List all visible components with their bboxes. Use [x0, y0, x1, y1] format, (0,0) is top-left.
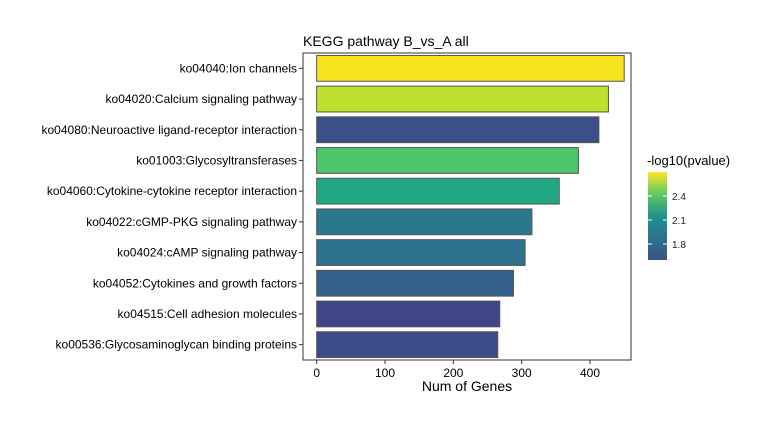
bar-6: [316, 208, 533, 236]
x-axis-title: Num of Genes: [422, 378, 512, 394]
y-tick-label: ko04024:cAMP signaling pathway: [117, 246, 297, 260]
y-tick-label: ko00536:Glycosaminoglycan binding protei…: [56, 338, 297, 352]
y-tick-label: ko04022:cGMP-PKG signaling pathway: [86, 215, 297, 229]
x-tick-label: 100: [375, 366, 395, 380]
y-tick-label: ko04515:Cell adhesion molecules: [118, 307, 297, 321]
y-tick-label: ko04040:Ion channels: [180, 61, 297, 75]
bar-8: [316, 269, 514, 297]
y-tick-label: ko04080:Neuroactive ligand-receptor inte…: [42, 123, 298, 137]
bar-5: [316, 177, 560, 205]
bar-7: [316, 239, 526, 266]
bar-9: [316, 300, 501, 328]
chart-title: KEGG pathway B_vs_A all: [303, 33, 469, 49]
x-axis: 0 100 200 300 400: [313, 360, 600, 380]
y-tick-label: ko04020:Calcium signaling pathway: [106, 92, 297, 106]
y-axis-labels: ko04040:Ion channels ko04020:Calcium sign…: [42, 61, 303, 352]
bar-3: [316, 116, 600, 144]
bars-layer: [316, 54, 625, 359]
x-tick-label: 300: [512, 366, 532, 380]
legend-tick-label: 2.4: [672, 192, 686, 203]
legend-title: -log10(pvalue): [647, 153, 730, 168]
legend-colorbar: [648, 172, 667, 260]
x-tick-label: 200: [443, 366, 463, 380]
y-tick-label: ko04052:Cytokines and growth factors: [93, 276, 297, 290]
color-legend: -log10(pvalue) 2.4 2.1 1.8: [647, 153, 730, 260]
x-tick-label: 400: [580, 366, 600, 380]
x-tick-label: 0: [313, 366, 320, 380]
legend-tick-label: 2.1: [672, 216, 686, 227]
y-tick-label: ko04060:Cytokine-cytokine receptor inter…: [47, 184, 297, 198]
bar-10: [316, 331, 499, 359]
legend-ticks: 2.4 2.1 1.8: [648, 192, 686, 251]
bar-1: [316, 54, 625, 82]
bar-4: [316, 147, 579, 174]
bar-2: [316, 85, 609, 113]
y-tick-label: ko01003:Glycosyltransferases: [136, 153, 297, 167]
legend-tick-label: 1.8: [672, 240, 686, 251]
